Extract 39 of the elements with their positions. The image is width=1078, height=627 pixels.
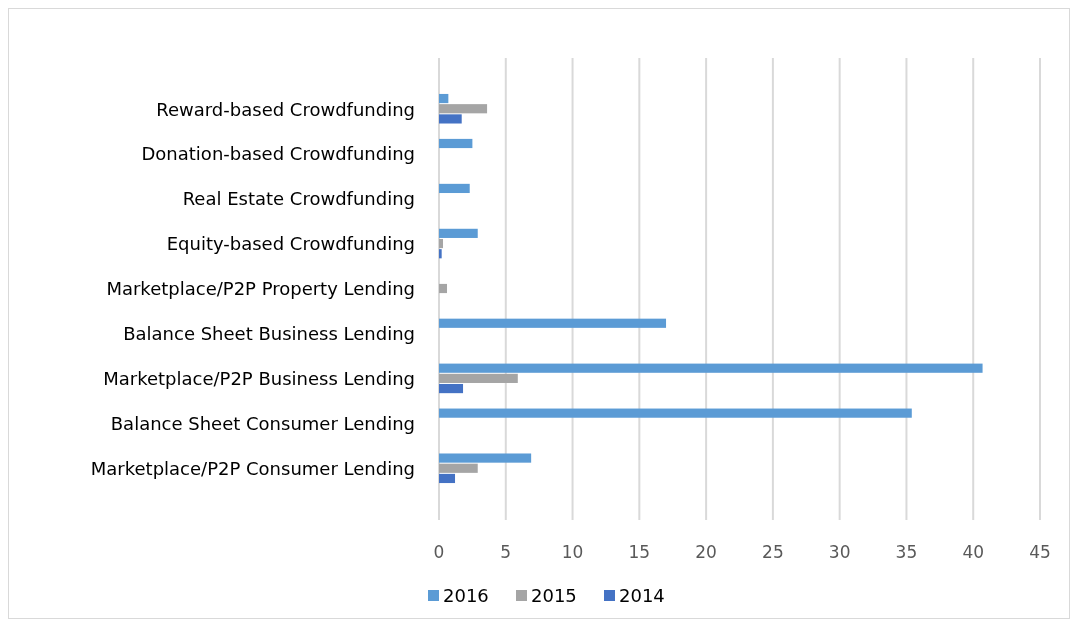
bar: [439, 318, 667, 328]
legend-label: 2016: [443, 585, 489, 607]
bar: [439, 383, 464, 394]
y-tick-label: Real Estate Crowdfunding: [182, 188, 415, 210]
legend-label: 2014: [619, 585, 665, 607]
x-tick-label: 20: [695, 542, 717, 562]
y-tick-label: Balance Sheet Business Lending: [123, 323, 415, 345]
legend-label: 2015: [531, 585, 577, 607]
bar: [439, 138, 473, 149]
bar: [439, 93, 449, 104]
x-tick-label: 0: [433, 542, 445, 562]
bar: [439, 453, 532, 463]
y-tick-label: Marketplace/P2P Property Lending: [106, 278, 415, 300]
x-tick-label: 25: [762, 542, 784, 562]
x-tick-label: 40: [962, 542, 985, 562]
bar: [439, 473, 456, 484]
bar: [439, 373, 518, 383]
y-tick-label: Balance Sheet Consumer Lending: [110, 413, 415, 435]
bar: [439, 104, 488, 114]
y-tick-label: Reward-based Crowdfunding: [156, 98, 415, 120]
bar: [439, 463, 478, 473]
x-tick-label: 35: [895, 542, 918, 562]
x-tick-label: 45: [1029, 542, 1051, 562]
y-tick-label: Donation-based Crowdfunding: [141, 143, 415, 165]
bar: [439, 183, 470, 194]
bar: [439, 114, 462, 124]
bar: [439, 238, 444, 249]
bar: [439, 249, 442, 259]
y-tick-label: Equity-based Crowdfunding: [166, 233, 415, 255]
bar: [439, 408, 912, 418]
x-tick-label: 5: [500, 542, 512, 562]
bar: [439, 363, 983, 373]
x-tick-label: 30: [828, 542, 851, 562]
y-tick-label: Marketplace/P2P Consumer Lending: [90, 458, 415, 480]
bar: [439, 283, 448, 294]
x-tick-label: 10: [561, 542, 584, 562]
y-tick-label: Marketplace/P2P Business Lending: [103, 368, 415, 390]
bar: [439, 228, 478, 238]
x-tick-label: 15: [628, 542, 651, 562]
